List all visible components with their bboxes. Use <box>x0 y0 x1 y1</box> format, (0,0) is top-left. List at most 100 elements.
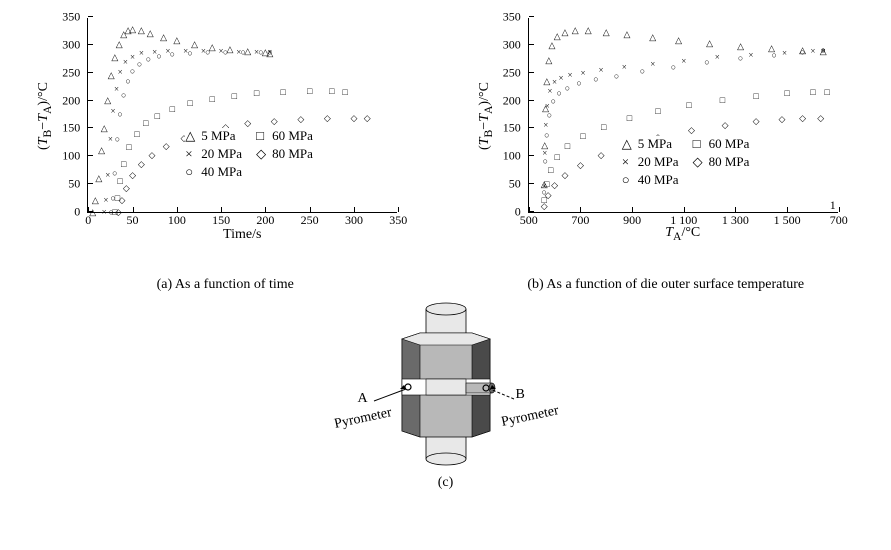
data-point: □ <box>580 133 587 140</box>
xtick: 300 <box>345 213 363 228</box>
data-point: ◇ <box>350 115 357 122</box>
ytick: 150 <box>503 121 521 136</box>
legend-label: 40 MPa <box>201 164 242 180</box>
data-point: □ <box>685 102 692 109</box>
data-point: △ <box>706 40 713 47</box>
die-diagram: A B Pyrometer Pyrometer <box>316 301 576 471</box>
data-point: ○ <box>546 112 553 119</box>
data-point: □ <box>280 89 287 96</box>
legend-marker: □ <box>693 138 705 150</box>
data-point: ○ <box>125 78 132 85</box>
legend-label: 5 MPa <box>638 136 672 152</box>
data-point: □ <box>154 113 161 120</box>
legend-label: 40 MPa <box>638 172 679 188</box>
data-point: × <box>117 69 124 76</box>
data-point: □ <box>809 89 816 96</box>
data-point: ◇ <box>598 152 605 159</box>
legend-marker: × <box>622 156 634 168</box>
data-point: ○ <box>564 85 571 92</box>
legend-label: 60 MPa <box>709 136 750 152</box>
legend-marker: ◇ <box>693 156 705 168</box>
ytick: 200 <box>503 93 521 108</box>
ytick: 350 <box>62 10 80 25</box>
legend-item: ○ 40 MPa <box>622 172 679 188</box>
legend-item: ×20 MPa <box>185 146 242 162</box>
caption-a: (a) As a function of time <box>35 277 415 293</box>
data-point: ◇ <box>163 143 170 150</box>
data-point: □ <box>824 89 831 96</box>
data-point: △ <box>101 125 108 132</box>
xtick: 200 <box>256 213 274 228</box>
legend-item: □ 60 MPa <box>693 136 750 152</box>
ytick: 250 <box>62 65 80 80</box>
ylabel: (TB−TA)/°C <box>477 82 495 150</box>
xtick: 1 500 <box>774 213 801 228</box>
xtick: 1 700 <box>830 198 848 228</box>
data-point: ○ <box>156 53 163 60</box>
data-point: ○ <box>820 47 827 54</box>
data-point: □ <box>120 161 127 168</box>
legend-label: 80 MPa <box>709 154 750 170</box>
data-point: × <box>102 197 109 204</box>
data-point: ◇ <box>551 182 558 189</box>
data-point: × <box>781 50 788 57</box>
data-point: □ <box>554 154 561 161</box>
data-point: △ <box>89 209 96 216</box>
data-point: ◇ <box>541 203 548 210</box>
data-point: □ <box>600 124 607 131</box>
data-point: △ <box>98 147 105 154</box>
data-point: ○ <box>145 56 152 63</box>
data-point: △ <box>561 29 568 36</box>
xtick: 150 <box>212 213 230 228</box>
xtick: 100 <box>168 213 186 228</box>
legend-marker: △ <box>185 130 197 142</box>
data-point: □ <box>142 120 149 127</box>
legend-marker: ○ <box>622 174 634 186</box>
data-point: × <box>809 48 816 55</box>
legend-marker: △ <box>622 138 634 150</box>
data-point: × <box>101 209 108 216</box>
data-point: ◇ <box>324 115 331 122</box>
data-point: □ <box>187 100 194 107</box>
xtick: 1 300 <box>722 213 749 228</box>
chart-a: 0501001502002503003500501001502002503003… <box>35 10 415 245</box>
data-point: × <box>714 54 721 61</box>
ytick: 200 <box>62 93 80 108</box>
ytick: 0 <box>515 205 521 220</box>
data-point: □ <box>753 93 760 100</box>
data-point: × <box>110 108 117 115</box>
data-point: ◇ <box>722 122 729 129</box>
data-point: ◇ <box>545 192 552 199</box>
data-point: ○ <box>187 50 194 57</box>
data-point: ○ <box>799 49 806 56</box>
legend-label: 20 MPa <box>201 146 242 162</box>
data-point: ◇ <box>123 185 130 192</box>
caption-c: (c) <box>438 475 454 491</box>
data-point: □ <box>125 144 132 151</box>
ytick: 100 <box>503 149 521 164</box>
data-point: □ <box>654 108 661 115</box>
legend-item: ×20 MPa <box>622 154 679 170</box>
xtick: 500 <box>520 213 538 228</box>
data-point: × <box>107 136 114 143</box>
data-point: △ <box>95 175 102 182</box>
data-point: × <box>558 75 565 82</box>
plot-area: 0501001502002503003500501001502002503003… <box>87 18 397 213</box>
label-b: B <box>516 387 525 403</box>
data-point: ○ <box>613 73 620 80</box>
legend-label: 60 MPa <box>272 128 313 144</box>
data-point: △ <box>554 33 561 40</box>
data-point: ◇ <box>778 116 785 123</box>
legend-marker: ◇ <box>256 148 268 160</box>
data-point: □ <box>547 167 554 174</box>
data-point: × <box>542 122 549 129</box>
ytick: 100 <box>62 149 80 164</box>
data-point: ○ <box>117 111 124 118</box>
data-point: △ <box>545 57 552 64</box>
data-point: ○ <box>771 52 778 59</box>
data-point: ○ <box>550 98 557 105</box>
data-point: × <box>621 64 628 71</box>
data-point: ○ <box>240 49 247 56</box>
data-point: × <box>104 172 111 179</box>
data-point: × <box>129 54 136 61</box>
